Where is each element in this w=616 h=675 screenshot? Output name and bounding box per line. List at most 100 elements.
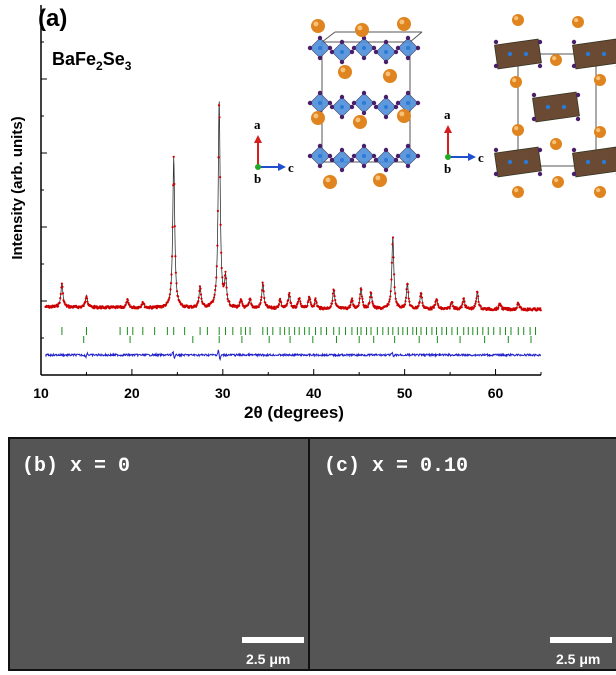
observed-point bbox=[277, 303, 281, 306]
x-tick-label: 40 bbox=[306, 385, 322, 401]
y-ticks bbox=[41, 41, 47, 376]
observed-point bbox=[264, 301, 267, 304]
observed-point bbox=[375, 305, 378, 308]
observed-point bbox=[358, 301, 361, 304]
observed-points bbox=[44, 104, 542, 312]
observed-point bbox=[331, 299, 334, 302]
observed-point bbox=[418, 300, 421, 304]
observed-point bbox=[417, 304, 420, 307]
observed-point bbox=[226, 293, 229, 296]
observed-point bbox=[479, 305, 482, 308]
observed-point bbox=[57, 305, 60, 308]
observed-point bbox=[436, 299, 439, 302]
observed-point bbox=[353, 304, 356, 307]
observed-point bbox=[105, 307, 108, 310]
observed-point bbox=[215, 265, 218, 268]
observed-point bbox=[388, 300, 391, 303]
observed-point bbox=[390, 278, 393, 281]
observed-point bbox=[219, 223, 222, 226]
observed-point bbox=[124, 303, 127, 306]
observed-point bbox=[216, 209, 219, 213]
panel-a-label: (a) bbox=[38, 5, 67, 32]
observed-point bbox=[474, 302, 477, 305]
compound-base: BaFe bbox=[52, 49, 96, 69]
observed-point bbox=[260, 296, 263, 299]
observed-point bbox=[166, 301, 169, 304]
observed-point bbox=[309, 298, 312, 301]
observed-point bbox=[351, 299, 354, 302]
observed-point bbox=[177, 295, 180, 298]
axes-indicator-1: a c b bbox=[254, 117, 294, 186]
observed-point bbox=[359, 293, 362, 296]
observed-point bbox=[404, 300, 407, 303]
observed-point bbox=[407, 297, 410, 300]
observed-point bbox=[392, 256, 395, 259]
observed-point bbox=[257, 305, 260, 309]
observed-point bbox=[263, 296, 266, 300]
observed-point bbox=[406, 283, 409, 286]
observed-point bbox=[214, 284, 217, 287]
observed-point bbox=[127, 301, 130, 304]
compound-sub1: 2 bbox=[96, 59, 103, 73]
observed-point bbox=[259, 301, 262, 304]
observed-point bbox=[515, 306, 518, 309]
observed-point bbox=[474, 300, 477, 303]
crystal-structure-view-2 bbox=[493, 14, 616, 198]
observed-point bbox=[476, 291, 479, 294]
observed-point bbox=[475, 297, 478, 300]
observed-point bbox=[174, 255, 177, 258]
observed-point bbox=[295, 305, 298, 308]
observed-point bbox=[173, 225, 176, 228]
observed-point bbox=[360, 288, 363, 291]
observed-point bbox=[371, 300, 374, 303]
observed-point bbox=[175, 290, 179, 293]
observed-point bbox=[199, 287, 202, 290]
observed-point bbox=[366, 306, 369, 309]
observed-point bbox=[369, 296, 372, 299]
observed-point bbox=[420, 292, 423, 295]
observed-point bbox=[197, 296, 200, 299]
observed-point bbox=[171, 255, 174, 258]
observed-point bbox=[419, 295, 422, 298]
observed-point bbox=[225, 277, 228, 280]
observed-point bbox=[420, 296, 423, 299]
observed-point bbox=[477, 295, 480, 298]
observed-point bbox=[222, 283, 225, 287]
observed-point bbox=[59, 292, 62, 296]
observed-point bbox=[451, 301, 454, 304]
observed-point bbox=[128, 303, 131, 306]
observed-point bbox=[60, 282, 64, 285]
observed-point bbox=[333, 289, 336, 292]
observed-point bbox=[312, 304, 315, 308]
observed-point bbox=[368, 301, 371, 304]
observed-point bbox=[85, 295, 88, 298]
svg-text:a: a bbox=[444, 107, 451, 122]
observed-point bbox=[262, 284, 265, 287]
compound-sub2: 3 bbox=[125, 59, 132, 73]
observed-point bbox=[143, 303, 146, 306]
observed-point bbox=[437, 304, 440, 307]
observed-point bbox=[170, 273, 173, 276]
observed-point bbox=[296, 302, 299, 305]
observed-point bbox=[85, 297, 89, 300]
observed-point bbox=[217, 104, 221, 107]
svg-text:a: a bbox=[254, 117, 261, 132]
observed-point bbox=[433, 303, 437, 306]
observed-point bbox=[126, 299, 129, 302]
observed-point bbox=[173, 182, 176, 186]
bragg-positions bbox=[61, 327, 537, 343]
observed-point bbox=[307, 299, 310, 302]
observed-point bbox=[497, 304, 500, 307]
observed-point bbox=[86, 300, 89, 303]
observed-point bbox=[430, 308, 433, 311]
observed-point bbox=[432, 306, 435, 309]
observed-point bbox=[199, 293, 203, 296]
observed-point bbox=[211, 300, 215, 303]
observed-point bbox=[449, 305, 452, 308]
observed-point bbox=[249, 298, 252, 301]
sem-image-c: (c) x = 0.10 2.5 μm bbox=[308, 437, 616, 671]
observed-point bbox=[421, 301, 424, 305]
observed-point bbox=[238, 304, 241, 307]
observed-point bbox=[165, 303, 168, 306]
observed-point bbox=[330, 302, 333, 305]
